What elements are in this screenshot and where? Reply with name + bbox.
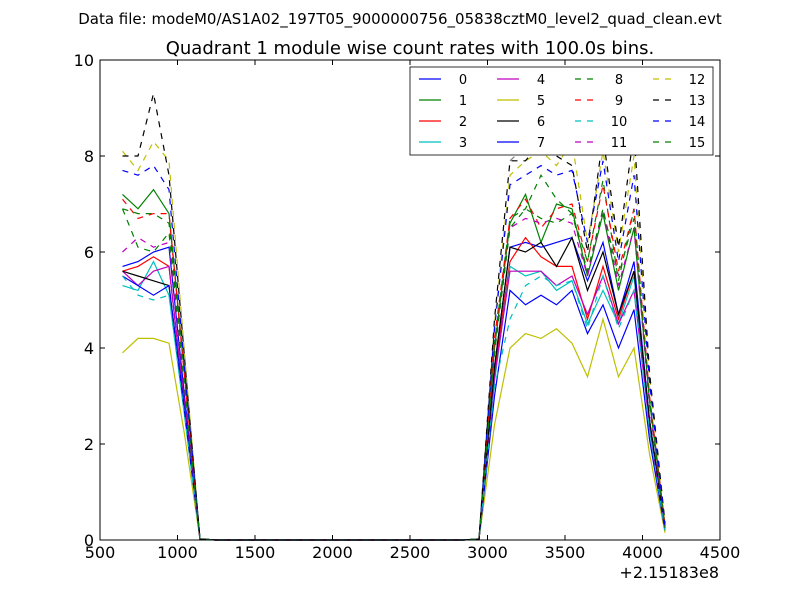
x-tick-label: 2500: [390, 543, 431, 562]
legend-label-0: 0: [459, 73, 467, 88]
y-tick-label: 6: [84, 243, 94, 262]
legend-label-2: 2: [459, 115, 467, 130]
axes-layer: 500 1000 1500 2000 2500 3000 3500 4000 4500 0 2 4 6 8…: [74, 51, 741, 562]
x-tick-label: 500: [85, 543, 116, 562]
y-tick-label: 10: [74, 51, 94, 70]
x-tick-label: 4500: [700, 543, 741, 562]
x-tick-label: 3500: [545, 543, 586, 562]
legend-label-1: 1: [459, 94, 467, 109]
chart-title: Quadrant 1 module wise count rates with …: [166, 38, 655, 59]
x-tick-label: 4000: [622, 543, 663, 562]
legend-label-5: 5: [537, 94, 545, 109]
x-tick-label: 3000: [467, 543, 508, 562]
legend-label-9: 9: [615, 94, 623, 109]
chart-suptitle: Data file: modeM0/AS1A02_197T05_90000007…: [78, 10, 722, 29]
y-tick-label: 4: [84, 339, 94, 358]
legend-label-14: 14: [689, 115, 706, 130]
legend-label-11: 11: [611, 136, 628, 151]
y-tick-label: 2: [84, 435, 94, 454]
y-tick-label: 8: [84, 147, 94, 166]
x-tick-label: 1000: [157, 543, 198, 562]
x-offset-label: +2.15183e8: [619, 563, 719, 582]
series-line-8: [122, 173, 666, 541]
legend-label-4: 4: [537, 73, 545, 88]
series-line-14: [122, 160, 666, 541]
legend-label-15: 15: [689, 136, 706, 151]
series-line-11: [122, 208, 666, 541]
legend-label-13: 13: [689, 94, 706, 109]
legend-label-7: 7: [537, 136, 545, 151]
legend-box: [409, 66, 714, 156]
y-tick-label: 0: [84, 531, 94, 550]
x-tick-label: 2000: [312, 543, 353, 562]
legend-label-6: 6: [537, 115, 545, 130]
legend-label-3: 3: [459, 136, 467, 151]
legend-label-10: 10: [611, 115, 628, 130]
legend-label-12: 12: [689, 73, 706, 88]
x-tick-label: 1500: [235, 543, 276, 562]
series-line-15: [121, 208, 666, 541]
legend-label-8: 8: [615, 73, 623, 88]
